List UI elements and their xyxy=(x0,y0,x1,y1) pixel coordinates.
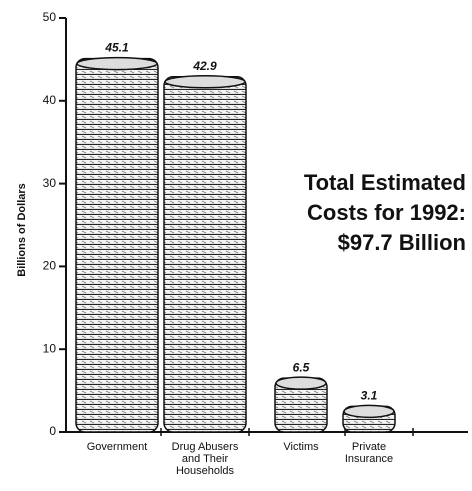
value-label: 42.9 xyxy=(192,59,217,73)
x-tick-label: Private Insurance xyxy=(344,441,394,465)
bar xyxy=(163,76,247,433)
y-tick-label: 40 xyxy=(43,93,57,107)
x-tick-label: Drug Abusers and Their Households xyxy=(171,441,239,477)
bar xyxy=(75,57,159,433)
x-tick-label: Victims xyxy=(283,441,319,453)
value-label: 3.1 xyxy=(361,389,378,403)
y-axis-label: Billions of Dollars xyxy=(16,183,28,277)
coin-top xyxy=(76,56,158,71)
annotation: Total Estimated Costs for 1992: $97.7 Bi… xyxy=(303,170,466,255)
value-label: 45.1 xyxy=(104,41,129,55)
coin-top xyxy=(275,376,327,390)
value-label: 6.5 xyxy=(293,360,310,374)
y-tick-label: 20 xyxy=(43,259,57,273)
coin-top xyxy=(343,404,395,419)
y-tick-label: 10 xyxy=(43,341,57,355)
x-tick-label: Government xyxy=(86,441,148,453)
y-tick-label: 50 xyxy=(43,10,57,24)
y-tick-label: 0 xyxy=(49,424,56,438)
y-tick-label: 30 xyxy=(43,176,57,190)
coin-top xyxy=(164,75,246,89)
